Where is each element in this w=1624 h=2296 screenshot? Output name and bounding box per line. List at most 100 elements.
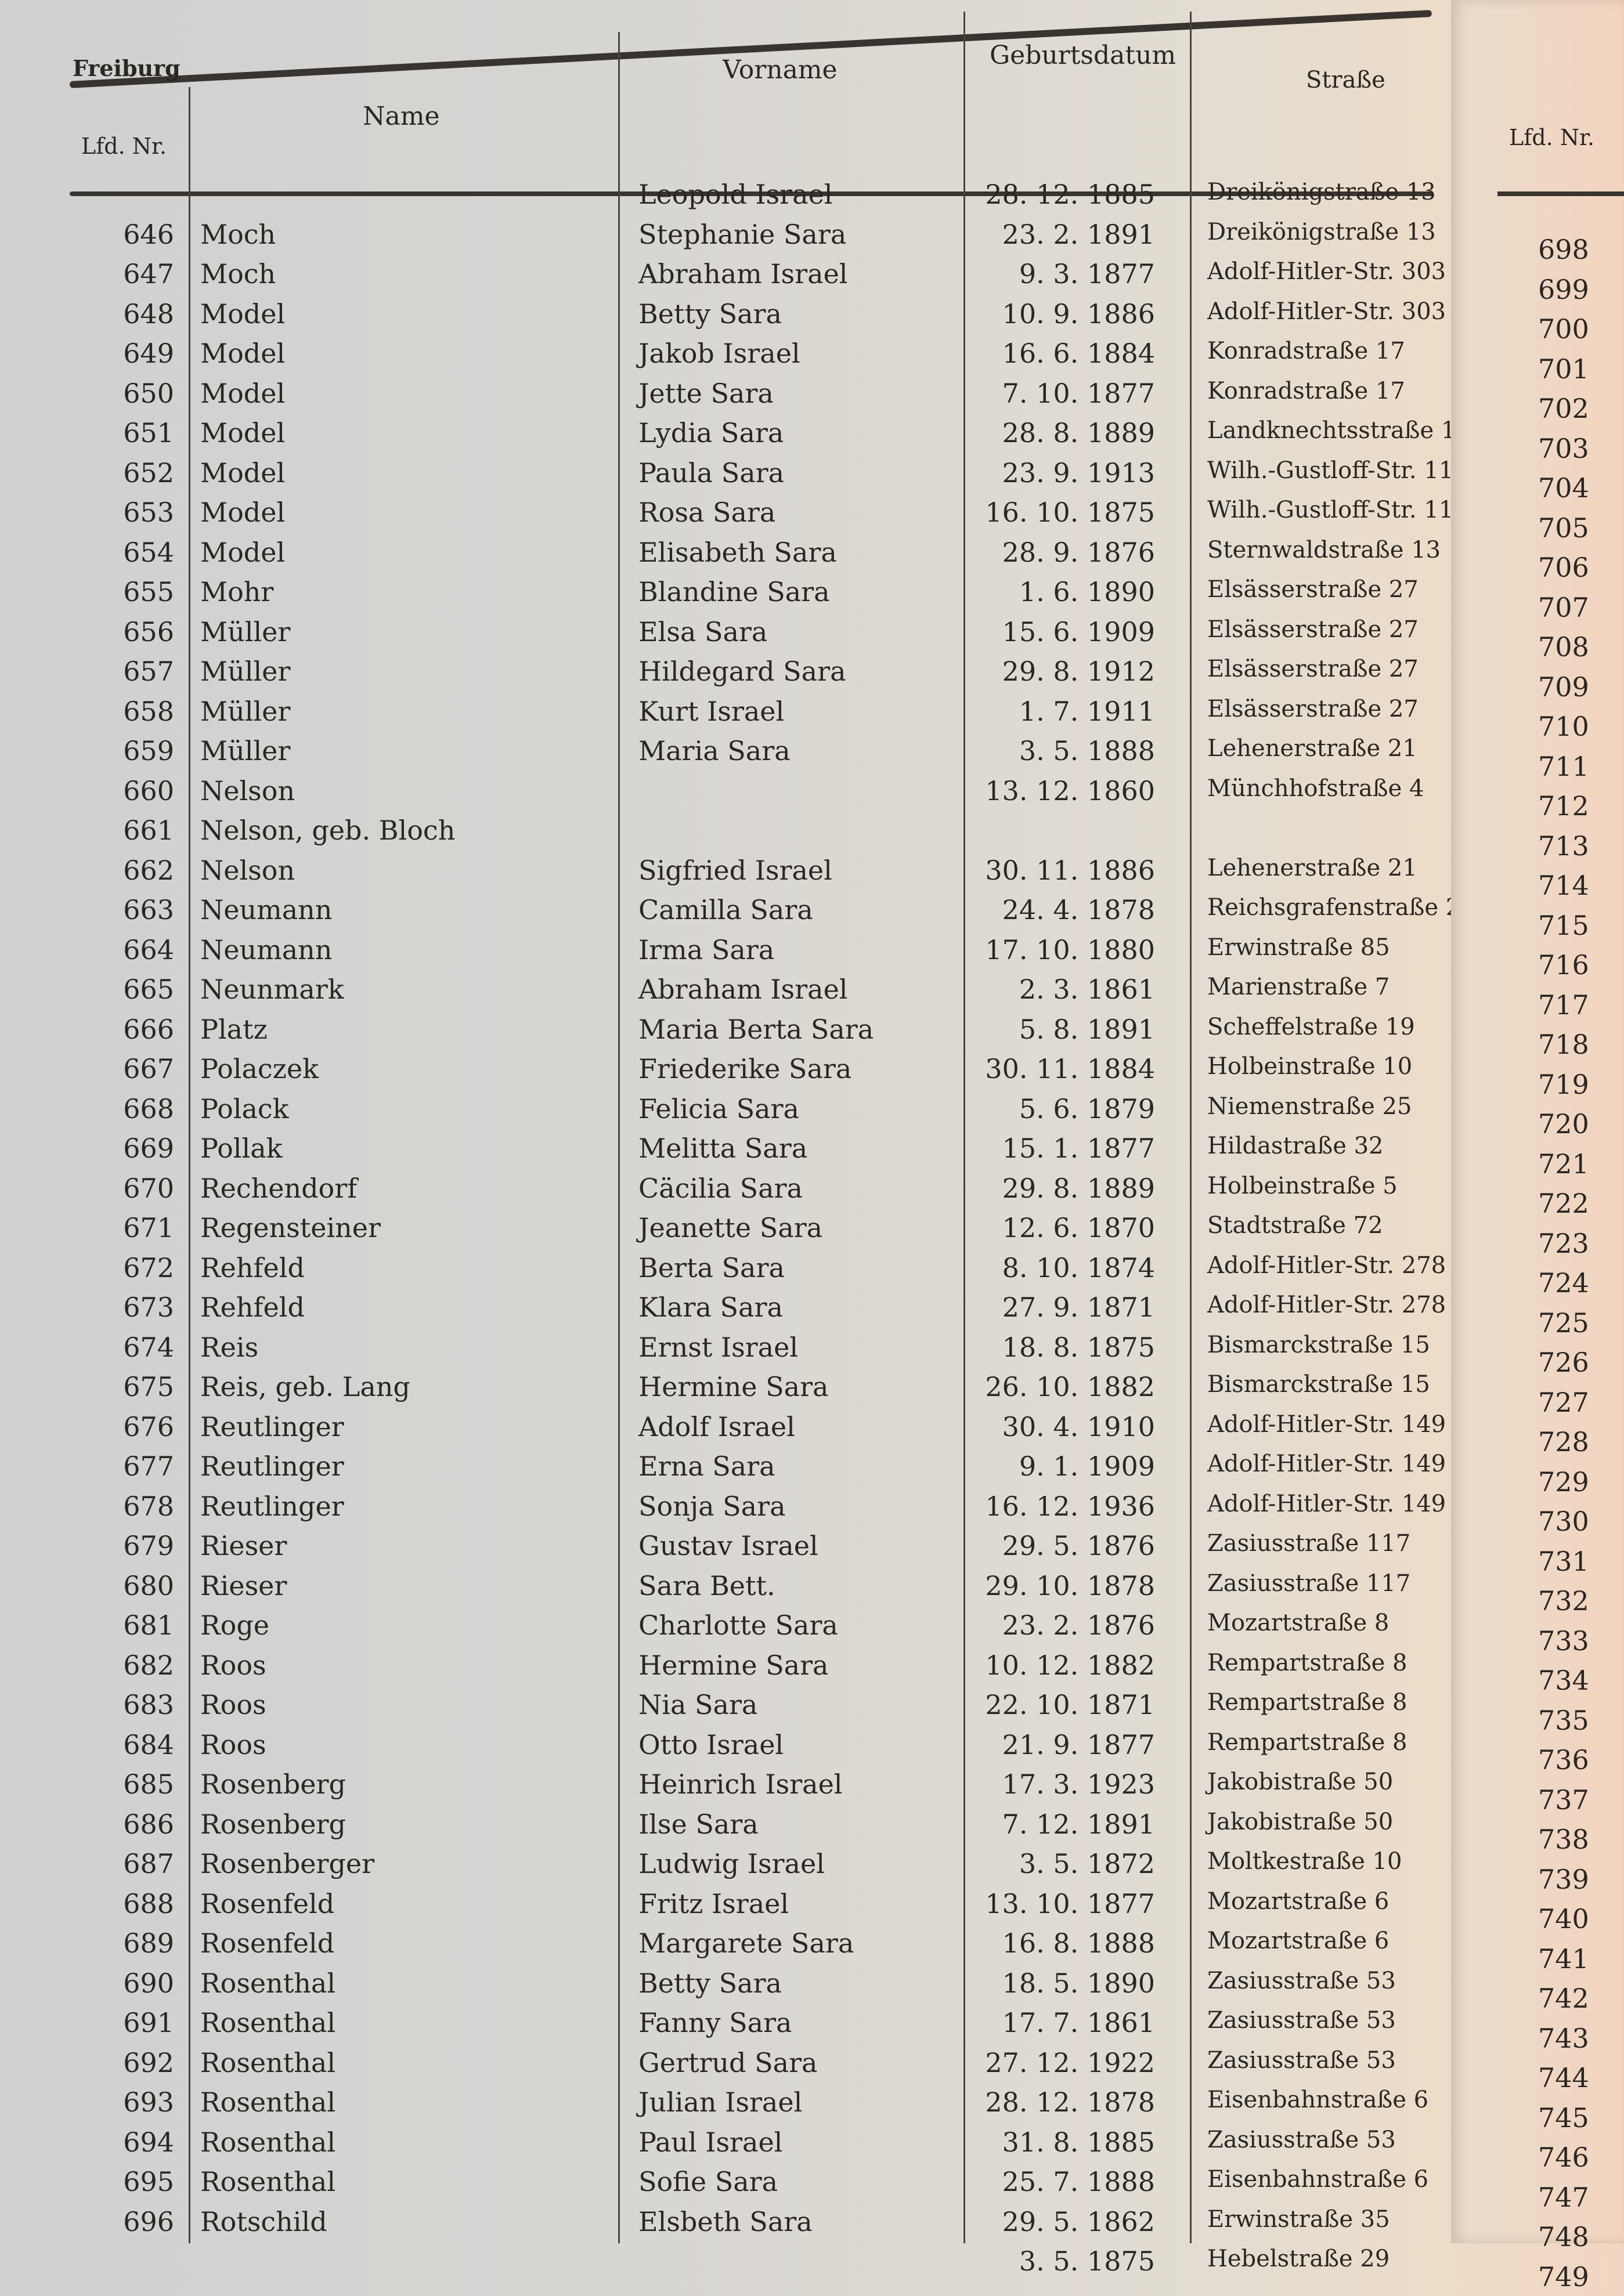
right-lfd-row: 736: [1451, 1740, 1624, 1779]
birth-date: 29. 5. 1876: [1002, 1530, 1155, 1561]
surname: Rosenberger: [200, 1848, 375, 1879]
surname: Rehfeld: [200, 1292, 305, 1323]
table-row: 681 Roge Charlotte Sara 23. 2. 1876 Mozartst…: [0, 1605, 1439, 1644]
birth-date: 28. 9. 1876: [1002, 536, 1155, 568]
street-address: Jakobistraße 50: [1207, 1769, 1394, 1795]
birth-date: 1. 6. 1890: [1019, 576, 1155, 608]
birth-date: 17. 3. 1923: [1002, 1769, 1155, 1800]
right-lfd-row: 711: [1451, 746, 1624, 786]
header-rule-bottom: [70, 191, 1434, 196]
lfd-number: 712: [1538, 790, 1589, 822]
lfd-number: 737: [1538, 1784, 1589, 1816]
surname: Müller: [200, 735, 291, 766]
birth-date: 1. 7. 1911: [1019, 695, 1155, 727]
street-address: Rempartstraße 8: [1207, 1729, 1408, 1756]
lfd-number: 734: [1538, 1665, 1589, 1696]
given-name: Sigfried Israel: [638, 854, 832, 886]
lfd-number: 676: [123, 1411, 174, 1442]
lfd-number: 708: [1538, 631, 1589, 663]
lfd-number: 724: [1538, 1267, 1589, 1299]
surname: Platz: [200, 1013, 268, 1045]
street-address: Eisenbahnstraße 6: [1207, 2087, 1429, 2113]
street-address: Rempartstraße 8: [1207, 1649, 1408, 1676]
birth-date: 8. 10. 1874: [1002, 1252, 1155, 1283]
lfd-number: 661: [123, 815, 174, 846]
street-address: Bismarckstraße 15: [1207, 1331, 1430, 1358]
lfd-number: 670: [123, 1172, 174, 1204]
lfd-number: 691: [123, 2007, 174, 2038]
street-address: Dreikönigstraße 13: [1207, 218, 1436, 245]
surname: Roos: [200, 1689, 266, 1720]
lfd-number: 717: [1538, 989, 1589, 1021]
given-name: Melitta Sara: [638, 1133, 808, 1164]
street-address: Adolf-Hitler-Str. 278: [1207, 1252, 1446, 1279]
table-row: 666 Platz Maria Berta Sara 5. 8. 1891 Scheff…: [0, 1009, 1439, 1048]
table-row: 653 Model Rosa Sara 16. 10. 1875 Wilh.-Gustl…: [0, 492, 1453, 531]
lfd-number: 709: [1538, 671, 1589, 703]
table-row: 650 Model Jette Sara 7. 10. 1877 Konradstraß…: [0, 373, 1439, 413]
birth-date: 23. 9. 1913: [1002, 457, 1155, 489]
lfd-number: 677: [123, 1451, 174, 1482]
lfd-number: 698: [1538, 234, 1589, 265]
lfd-number: 666: [123, 1013, 174, 1045]
lfd-number: 658: [123, 695, 174, 727]
lfd-number: 694: [123, 2126, 174, 2158]
given-name: Jeanette Sara: [638, 1212, 823, 1243]
table-row: 661 Nelson, geb. Bloch: [0, 810, 1439, 849]
lfd-number: 748: [1538, 2221, 1589, 2252]
street-address: Adolf-Hitler-Str. 149: [1207, 1451, 1446, 1477]
table-row: 668 Polack Felicia Sara 5. 6. 1879 Niemenstr…: [0, 1089, 1439, 1128]
birth-date: 28. 12. 1885: [985, 179, 1155, 210]
lfd-number: 699: [1538, 273, 1589, 305]
street-address: Hebelstraße 29: [1207, 2246, 1390, 2272]
given-name: Kurt Israel: [638, 695, 785, 727]
birth-date: 26. 10. 1882: [985, 1371, 1155, 1402]
given-name: Ilse Sara: [638, 1808, 759, 1840]
lfd-number: 685: [123, 1769, 174, 1800]
lfd-number: 720: [1538, 1108, 1589, 1140]
given-name: Charlotte Sara: [638, 1610, 838, 1641]
table-row: 648 Model Betty Sara 10. 9. 1886 Adolf-Hitle…: [0, 294, 1446, 333]
lfd-number: 681: [123, 1610, 174, 1641]
table-row: 667 Polaczek Friederike Sara 30. 11. 1884 Ho…: [0, 1048, 1439, 1088]
right-lfd-row: 735: [1451, 1700, 1624, 1740]
lfd-number: 647: [123, 258, 174, 290]
lfd-number: 703: [1538, 432, 1589, 464]
birth-date: 28. 12. 1878: [985, 2087, 1155, 2118]
lfd-number: 668: [123, 1093, 174, 1125]
table-row: 660 Nelson 13. 12. 1860 Münchhofstraße 4: [0, 771, 1439, 810]
header-name: Name: [363, 102, 440, 131]
birth-date: 31. 8. 1885: [1002, 2126, 1155, 2158]
left-page: Freiburg Lfd. Nr. Name Vorname Geburtsda…: [0, 10, 1475, 2277]
birth-date: 18. 5. 1890: [1002, 1967, 1155, 1999]
lfd-number: 674: [123, 1331, 174, 1363]
surname: Rosenthal: [200, 2046, 336, 2078]
lfd-number: 667: [123, 1053, 174, 1084]
table-row: 696 Rotschild Elsbeth Sara 29. 5. 1862 Erwin…: [0, 2201, 1439, 2241]
street-address: Adolf-Hitler-Str. 303: [1207, 298, 1446, 325]
given-name: Betty Sara: [638, 1967, 782, 1999]
street-address: Scheffelstraße 19: [1207, 1013, 1415, 1040]
surname: Reutlinger: [200, 1490, 344, 1522]
header-vorname: Vorname: [723, 55, 838, 85]
surname: Müller: [200, 616, 291, 648]
right-lfd-row: 712: [1451, 786, 1624, 825]
surname: Rotschild: [200, 2205, 327, 2237]
surname: Rosenthal: [200, 2087, 336, 2118]
lfd-number: 671: [123, 1212, 174, 1243]
right-lfd-row: 737: [1451, 1780, 1624, 1819]
street-address: Bismarckstraße 15: [1207, 1371, 1430, 1398]
lfd-number: 742: [1538, 1983, 1589, 2014]
lfd-number: 672: [123, 1252, 174, 1283]
right-lfd-row: 747: [1451, 2177, 1624, 2217]
right-lfd-row: 721: [1451, 1144, 1624, 1183]
street-address: Zasiusstraße 117: [1207, 1570, 1411, 1597]
street-address: Konradstraße 17: [1207, 377, 1405, 404]
birth-date: 9. 1. 1909: [1019, 1451, 1155, 1482]
column-divider: [189, 87, 190, 2243]
street-address: Reichsgrafenstraße 24: [1207, 894, 1475, 921]
birth-date: 16. 8. 1888: [1002, 1928, 1155, 1959]
given-name: Julian Israel: [638, 2087, 803, 2118]
street-address: Holbeinstraße 5: [1207, 1172, 1398, 1199]
surname: Neumann: [200, 934, 333, 966]
